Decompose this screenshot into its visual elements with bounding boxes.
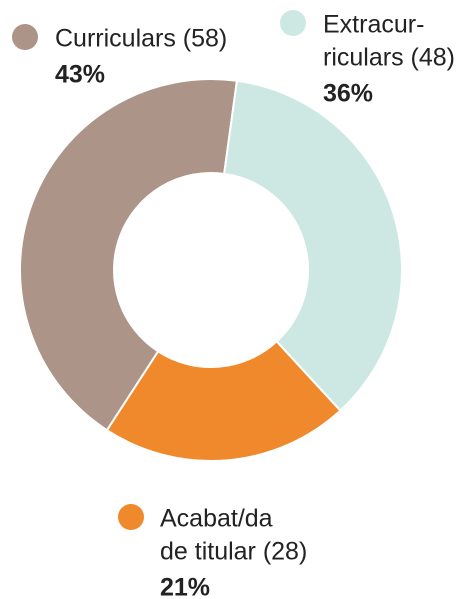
- donut-segment: [223, 79, 403, 413]
- legend-marker: [280, 10, 306, 36]
- donut-segment: [19, 78, 239, 432]
- legend-label: de titular (28): [160, 538, 307, 566]
- legend-marker: [118, 504, 144, 530]
- donut-segment: [105, 339, 342, 462]
- value-label: 21%: [160, 574, 210, 599]
- legend-marker: [12, 24, 38, 50]
- legend-label: Acabat/da: [160, 505, 273, 533]
- value-label: 43%: [55, 61, 105, 89]
- legend-label: Curriculars (58): [55, 25, 227, 53]
- value-label: 36%: [323, 80, 373, 108]
- legend-label: Extracur-: [323, 11, 424, 39]
- legend-label: riculars (48): [323, 44, 455, 72]
